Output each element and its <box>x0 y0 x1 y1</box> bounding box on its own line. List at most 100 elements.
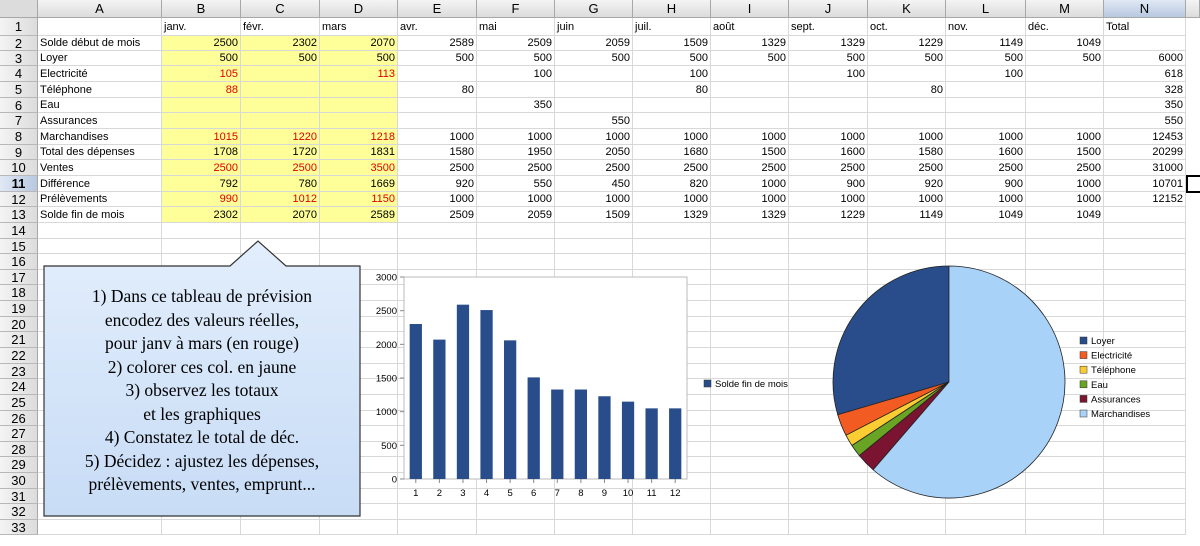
value-cell[interactable]: 105 <box>162 66 241 82</box>
value-cell[interactable] <box>789 98 868 113</box>
cell-j17[interactable] <box>789 270 868 285</box>
cell-j30[interactable] <box>789 473 868 489</box>
value-cell[interactable]: 1580 <box>398 145 477 160</box>
value-cell[interactable]: 1831 <box>320 145 398 160</box>
cell-m29[interactable] <box>1026 457 1104 473</box>
value-cell[interactable] <box>320 113 398 129</box>
value-cell[interactable]: 1015 <box>162 129 241 145</box>
value-cell[interactable]: 1012 <box>241 192 320 207</box>
value-cell[interactable]: 2500 <box>946 160 1026 176</box>
row-header-12[interactable]: 12 <box>0 192 38 207</box>
cell-n27[interactable] <box>1104 426 1186 442</box>
cell-i16[interactable] <box>711 254 789 270</box>
month-header[interactable]: avr. <box>398 18 477 36</box>
value-cell[interactable] <box>241 82 320 98</box>
value-cell[interactable]: 2059 <box>477 207 555 223</box>
value-cell[interactable] <box>711 66 789 82</box>
cell-m24[interactable] <box>1026 379 1104 395</box>
cell-j14[interactable] <box>789 223 868 239</box>
value-cell[interactable] <box>555 98 633 113</box>
total-cell[interactable]: 20299 <box>1104 145 1186 160</box>
row-header-28[interactable]: 28 <box>0 442 38 457</box>
value-cell[interactable]: 1220 <box>241 129 320 145</box>
value-cell[interactable]: 80 <box>633 82 711 98</box>
cell-n26[interactable] <box>1104 411 1186 426</box>
row-header-31[interactable]: 31 <box>0 489 38 504</box>
value-cell[interactable] <box>711 98 789 113</box>
row-header-27[interactable]: 27 <box>0 426 38 442</box>
total-cell[interactable]: 31000 <box>1104 160 1186 176</box>
value-cell[interactable] <box>241 98 320 113</box>
total-cell[interactable]: 12453 <box>1104 129 1186 145</box>
value-cell[interactable] <box>1026 98 1104 113</box>
row-header-1[interactable]: 1 <box>0 18 38 36</box>
value-cell[interactable] <box>711 113 789 129</box>
value-cell[interactable]: 1149 <box>946 36 1026 51</box>
cell-k32[interactable] <box>868 504 946 520</box>
month-header[interactable]: juil. <box>633 18 711 36</box>
value-cell[interactable]: 1950 <box>477 145 555 160</box>
column-header-e[interactable]: E <box>398 0 477 18</box>
value-cell[interactable]: 1000 <box>868 192 946 207</box>
value-cell[interactable]: 1000 <box>789 129 868 145</box>
row-header-18[interactable]: 18 <box>0 285 38 301</box>
cell-d32[interactable] <box>320 504 398 520</box>
value-cell[interactable] <box>1026 82 1104 98</box>
cell-l15[interactable] <box>946 239 1026 254</box>
row-header-25[interactable]: 25 <box>0 395 38 411</box>
value-cell[interactable]: 1680 <box>633 145 711 160</box>
cell-a14[interactable] <box>38 223 162 239</box>
value-cell[interactable]: 1000 <box>1026 176 1104 192</box>
row-header-8[interactable]: 8 <box>0 129 38 145</box>
row-header-30[interactable]: 30 <box>0 473 38 489</box>
cell-k16[interactable] <box>868 254 946 270</box>
cell-e16[interactable] <box>398 254 477 270</box>
total-cell[interactable]: 618 <box>1104 66 1186 82</box>
cell-f30[interactable] <box>477 473 555 489</box>
cell-i27[interactable] <box>711 426 789 442</box>
value-cell[interactable]: 2302 <box>241 36 320 51</box>
value-cell[interactable] <box>946 98 1026 113</box>
row-header-14[interactable]: 14 <box>0 223 38 239</box>
cell-i14[interactable] <box>711 223 789 239</box>
column-header-d[interactable]: D <box>320 0 398 18</box>
value-cell[interactable]: 2500 <box>1026 160 1104 176</box>
cell-c14[interactable] <box>241 223 320 239</box>
value-cell[interactable]: 550 <box>555 113 633 129</box>
month-header[interactable]: déc. <box>1026 18 1104 36</box>
cell-g30[interactable] <box>555 473 633 489</box>
total-header[interactable]: Total <box>1104 18 1186 36</box>
column-header-m[interactable]: M <box>1026 0 1104 18</box>
value-cell[interactable]: 1329 <box>711 36 789 51</box>
cell-a33[interactable] <box>38 520 162 535</box>
value-cell[interactable]: 100 <box>633 66 711 82</box>
cell-g33[interactable] <box>555 520 633 535</box>
cell-i33[interactable] <box>711 520 789 535</box>
column-header-l[interactable]: L <box>946 0 1026 18</box>
value-cell[interactable] <box>1026 66 1104 82</box>
month-header[interactable]: févr. <box>241 18 320 36</box>
value-cell[interactable]: 500 <box>711 51 789 66</box>
cell-i31[interactable] <box>711 489 789 504</box>
row-label[interactable]: Ventes <box>38 160 162 176</box>
cell-h33[interactable] <box>633 520 711 535</box>
value-cell[interactable]: 500 <box>398 51 477 66</box>
cell-i21[interactable] <box>711 332 789 348</box>
cell-i30[interactable] <box>711 473 789 489</box>
cell-g15[interactable] <box>555 239 633 254</box>
value-cell[interactable]: 500 <box>241 51 320 66</box>
row-header-5[interactable]: 5 <box>0 82 38 98</box>
cell-f16[interactable] <box>477 254 555 270</box>
cell-d33[interactable] <box>320 520 398 535</box>
value-cell[interactable]: 1000 <box>477 129 555 145</box>
value-cell[interactable]: 1580 <box>868 145 946 160</box>
value-cell[interactable]: 3500 <box>320 160 398 176</box>
cell-j18[interactable] <box>789 285 868 301</box>
value-cell[interactable] <box>477 82 555 98</box>
cell-m14[interactable] <box>1026 223 1104 239</box>
row-label[interactable]: Marchandises <box>38 129 162 145</box>
cell-b33[interactable] <box>162 520 241 535</box>
value-cell[interactable]: 2500 <box>711 160 789 176</box>
value-cell[interactable]: 1669 <box>320 176 398 192</box>
value-cell[interactable]: 2500 <box>241 160 320 176</box>
